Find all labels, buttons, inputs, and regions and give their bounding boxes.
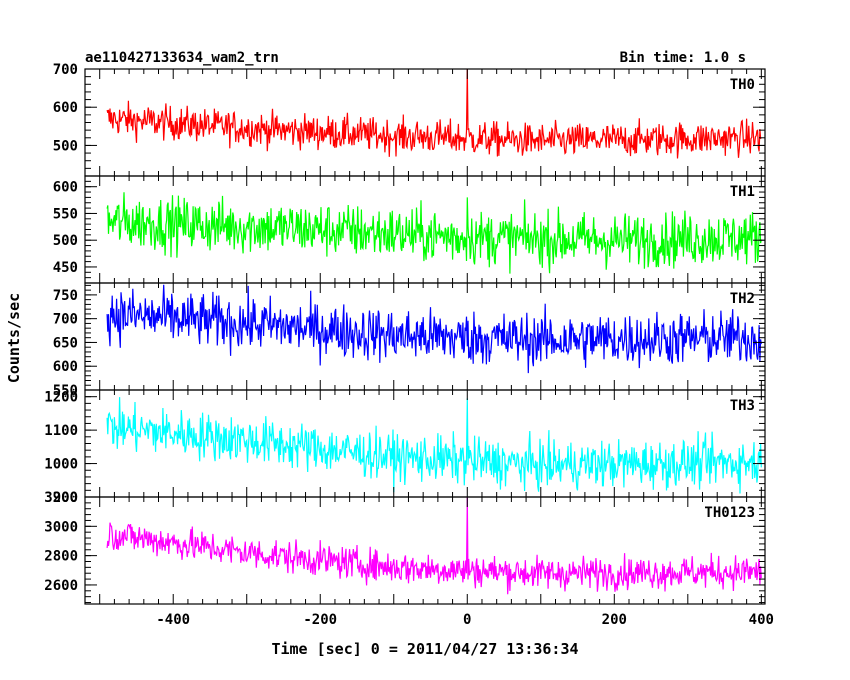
panel-th0: 500 600 700 TH0 xyxy=(53,62,766,177)
y-tick-label: 700 xyxy=(53,312,78,328)
series-line-th0 xyxy=(106,69,762,159)
panels-group: 500 600 700 TH0 450 500 550 600 TH1 550 600 650 700 7… xyxy=(44,62,766,605)
y-tick-label: 2800 xyxy=(44,549,78,565)
y-tick-label: 600 xyxy=(53,180,78,196)
panel-label-th2: TH2 xyxy=(730,291,755,307)
panel-label-th0: TH0 xyxy=(730,77,755,93)
y-tick-label: 3200 xyxy=(44,490,78,506)
x-tick-label: -200 xyxy=(303,612,337,628)
y-tick-label: 450 xyxy=(53,260,78,276)
y-tick-label: 650 xyxy=(53,335,78,351)
x-axis: -400 -200 0 200 400 xyxy=(156,612,774,628)
y-tick-label: 1000 xyxy=(44,457,78,473)
panel-th3: 900 1000 1100 1200 TH3 xyxy=(44,389,766,506)
panel-th1: 450 500 550 600 TH1 xyxy=(53,175,766,284)
y-tick-label: 500 xyxy=(53,233,78,249)
panel-label-th0123: TH0123 xyxy=(704,505,755,521)
panel-th2: 550 600 650 700 750 TH2 xyxy=(53,282,766,399)
series-line-th2 xyxy=(106,284,762,374)
panel-th0123: 2600 2800 3000 3200 TH0123 xyxy=(44,490,766,605)
y-tick-label: 600 xyxy=(53,359,78,375)
x-tick-label: 0 xyxy=(463,612,471,628)
x-axis-label: Time [sec] 0 = 2011/04/27 13:36:34 xyxy=(271,640,578,658)
series-line-th3 xyxy=(106,397,762,494)
y-tick-label: 900 xyxy=(53,490,78,506)
panel-frame xyxy=(84,68,766,177)
y-tick-label: 2600 xyxy=(44,578,78,594)
y-tick-label: 500 xyxy=(53,138,78,154)
y-tick-label: 1200 xyxy=(44,390,78,406)
bin-time-label: Bin time: 1.0 s xyxy=(620,50,746,66)
y-axis-label: Counts/sec xyxy=(5,293,23,383)
y-tick-label: 700 xyxy=(53,62,78,78)
series-line-th0123 xyxy=(106,497,762,595)
y-tick-label: 550 xyxy=(53,206,78,222)
chart-title: ae110427133634_wam2_trn xyxy=(85,50,279,66)
panel-frame xyxy=(84,496,766,605)
y-tick-label: 550 xyxy=(53,383,78,399)
series-line-th1 xyxy=(106,192,762,274)
panel-frame xyxy=(84,175,766,284)
y-tick-label: 750 xyxy=(53,288,78,304)
x-tick-label: 400 xyxy=(749,612,774,628)
x-tick-label: 200 xyxy=(602,612,627,628)
x-tick-label: -400 xyxy=(156,612,190,628)
y-tick-label: 600 xyxy=(53,100,78,116)
y-tick-label: 3000 xyxy=(44,519,78,535)
panel-label-th1: TH1 xyxy=(730,184,755,200)
y-tick-label: 1100 xyxy=(44,423,78,439)
panel-label-th3: TH3 xyxy=(730,398,755,414)
